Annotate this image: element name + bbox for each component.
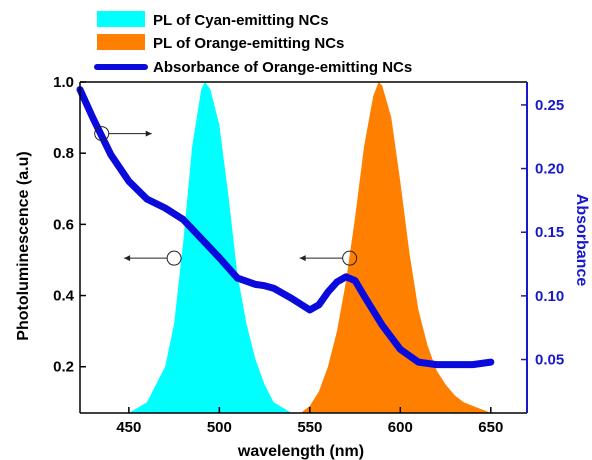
y-axis-title: Photoluminescence (a.u) <box>15 151 32 340</box>
y2-tick-label: 0.20 <box>535 161 564 178</box>
legend-label-orange: PL of Orange-emitting NCs <box>153 35 344 52</box>
y2-tick-label: 0.10 <box>535 288 564 305</box>
y2-tick-label: 0.25 <box>535 97 564 114</box>
series-line-2 <box>76 86 495 369</box>
x-tick-label: 550 <box>297 419 322 436</box>
orange-pl-arrow-head <box>299 255 306 262</box>
y-tick-label: 0.6 <box>53 216 74 233</box>
x-tick-label: 450 <box>116 419 141 436</box>
absorbance-arrow-head <box>145 130 152 137</box>
legend-label-absorbance: Absorbance of Orange-emitting NCs <box>153 59 412 76</box>
y-tick-label: 1.0 <box>53 74 74 91</box>
legend: PL of Cyan-emitting NCs PL of Orange-emi… <box>94 11 412 76</box>
legend-swatch-cyan <box>97 11 145 27</box>
plot-area: 450 500 550 600 650 0.2 0.4 0.6 0.8 1.0 0.05 0.10 0.… <box>53 74 564 436</box>
cyan-pl-arrow-head <box>124 255 131 262</box>
y2-axis-title: Absorbance <box>573 194 590 287</box>
y-tick-label: 0.8 <box>53 145 74 162</box>
y2-tick-label: 0.15 <box>535 224 564 241</box>
series-area-1 <box>300 82 491 413</box>
legend-label-cyan: PL of Cyan-emitting NCs <box>153 12 329 29</box>
y2-tick-label: 0.05 <box>535 352 564 369</box>
y-tick-label: 0.4 <box>53 288 75 305</box>
x-tick-label: 500 <box>207 419 232 436</box>
x-tick-label: 600 <box>388 419 413 436</box>
x-axis-title: wavelength (nm) <box>237 443 364 460</box>
cyan-pl-arrow-circle <box>166 250 182 266</box>
legend-swatch-orange <box>97 34 145 50</box>
x-tick-label: 650 <box>478 419 503 436</box>
y-tick-label: 0.2 <box>53 359 74 376</box>
